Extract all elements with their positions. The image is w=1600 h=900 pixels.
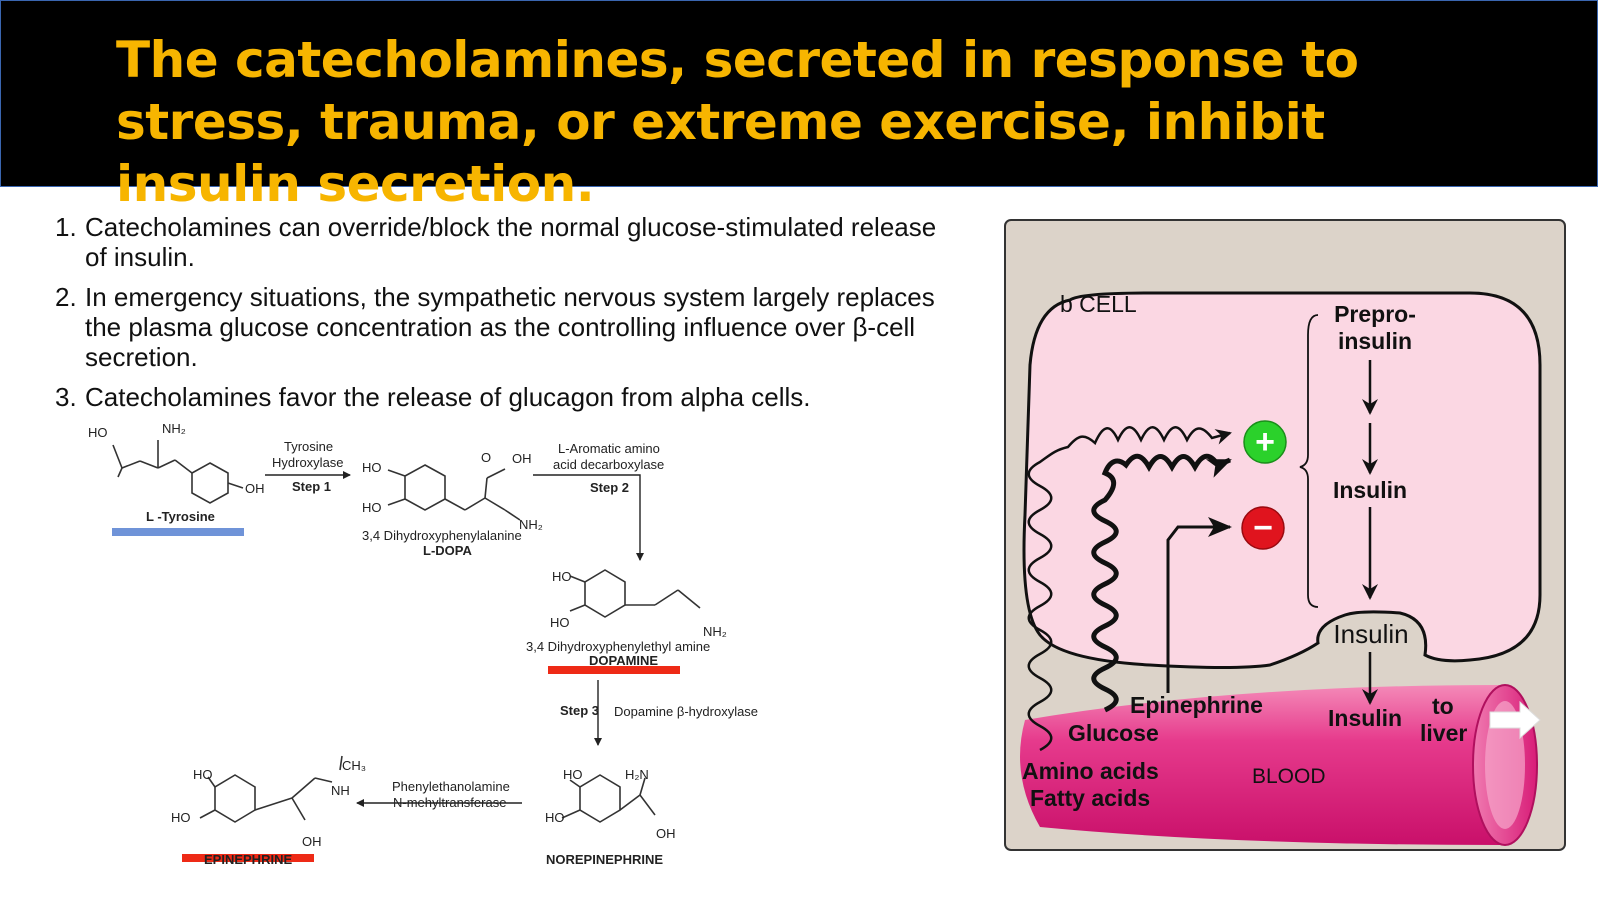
point-item: 1. Catecholamines can override/block the … xyxy=(55,212,955,272)
svg-text:−: − xyxy=(1253,509,1273,547)
ldopa-nh2: NH₂ xyxy=(519,517,543,532)
dopamine-ho: HO xyxy=(550,615,570,630)
amino-fatty-acids-signal xyxy=(1027,426,1232,752)
step1-label: Step 1 xyxy=(292,479,331,494)
amino-acids-label: Amino acids xyxy=(1022,758,1159,784)
point-number: 2. xyxy=(55,282,77,312)
epinephrine-label: EPINEPHRINE xyxy=(204,852,292,867)
tyrosine-label: L -Tyrosine xyxy=(146,509,215,524)
step3-enzyme: Dopamine β-hydroxylase xyxy=(614,704,758,719)
point-item: 3. Catecholamines favor the release of gl… xyxy=(55,382,955,412)
point-number: 3. xyxy=(55,382,77,412)
fatty-acids-label: Fatty acids xyxy=(1030,785,1150,811)
to-liver-label: to xyxy=(1432,693,1454,719)
ldopa-ho: HO xyxy=(362,460,382,475)
glucose-label: Glucose xyxy=(1068,720,1159,746)
ldopa-label: L-DOPA xyxy=(423,543,472,558)
point-number: 1. xyxy=(55,212,77,242)
dopamine-nh2: NH₂ xyxy=(703,624,727,639)
epinephrine-underline xyxy=(182,854,314,862)
point-item: 2. In emergency situations, the sympathet… xyxy=(55,282,955,372)
beta-cell-diagram: + − b CELL Prepro- insulin Insulin Insul… xyxy=(1004,219,1566,851)
point-text: Catecholamines favor the release of gluc… xyxy=(85,382,811,412)
catecholamine-pathway-diagram: HO NH₂ OH L -Tyrosine Tyrosine Hydroxyla… xyxy=(88,421,758,867)
step1-enzyme: Tyrosine xyxy=(284,439,333,454)
epinephrine-signal xyxy=(1166,517,1232,693)
dopamine-fullname: 3,4 Dihydroxyphenylethyl amine xyxy=(526,639,710,654)
step4-enzyme: Phenylethanolamine xyxy=(392,779,510,794)
epinephrine-ho: HO xyxy=(193,767,213,782)
step2-label: Step 2 xyxy=(590,480,629,495)
epinephrine-oh: OH xyxy=(302,834,322,849)
step1-enzyme: Hydroxylase xyxy=(272,455,344,470)
tyrosine-structure xyxy=(112,440,244,504)
ldopa-fullname: 3,4 Dihydroxyphenylalanine xyxy=(362,528,522,543)
svg-text:+: + xyxy=(1255,423,1275,461)
dopamine-structure xyxy=(569,569,701,618)
step2-enzyme: acid decarboxylase xyxy=(553,457,664,472)
to-liver-label: liver xyxy=(1420,720,1467,746)
dopamine-underline xyxy=(548,666,680,674)
point-list: 1. Catecholamines can override/block the … xyxy=(55,212,955,422)
epinephrine-ch3: CH₃ xyxy=(342,758,366,773)
norepinephrine-h2n: H₂N xyxy=(625,767,649,782)
dopamine-ho: HO xyxy=(552,569,572,584)
insulin-blood-label: Insulin xyxy=(1328,705,1402,731)
glucose-signal xyxy=(1091,453,1232,713)
ldopa-structure xyxy=(387,464,521,521)
norepinephrine-oh: OH xyxy=(656,826,676,841)
epinephrine-nh: NH xyxy=(331,783,350,798)
beta-cell-body xyxy=(1022,291,1542,669)
tyrosine-nh2: NH₂ xyxy=(162,421,186,436)
tyrosine-oh: OH xyxy=(245,481,265,496)
dopamine-label: DOPAMINE xyxy=(589,653,658,668)
norepinephrine-ho: HO xyxy=(545,810,565,825)
tyrosine-underline xyxy=(112,528,244,536)
ldopa-ho: HO xyxy=(362,500,382,515)
step3-label: Step 3 xyxy=(560,703,599,718)
norepinephrine-ho: HO xyxy=(563,767,583,782)
epinephrine-label: Epinephrine xyxy=(1130,692,1263,718)
insulin-pathway-bracket xyxy=(1299,314,1319,608)
norepinephrine-structure xyxy=(561,774,656,823)
step2-arrow xyxy=(533,474,644,561)
cell-label: b CELL xyxy=(1060,291,1137,317)
slide-title: The catecholamines, secreted in response… xyxy=(116,31,1359,213)
inhibition-minus-icon: − xyxy=(1241,506,1285,550)
blood-label: BLOOD xyxy=(1252,765,1326,788)
tyrosine-ho: HO xyxy=(88,425,108,440)
ldopa-o: O xyxy=(481,450,491,465)
preproinsulin-label: Prepro- xyxy=(1334,301,1416,327)
preproinsulin-label: insulin xyxy=(1338,328,1412,354)
ldopa-oh: OH xyxy=(512,451,532,466)
stimulation-plus-icon: + xyxy=(1243,420,1287,464)
norepinephrine-label: NOREPINEPHRINE xyxy=(546,852,663,867)
insulin-label: Insulin xyxy=(1333,477,1407,503)
step2-enzyme: L-Aromatic amino xyxy=(558,441,660,456)
point-text: In emergency situations, the sympathetic… xyxy=(85,282,935,372)
epinephrine-structure xyxy=(199,755,343,823)
point-text: Catecholamines can override/block the no… xyxy=(85,212,937,272)
title-bar: The catecholamines, secreted in response… xyxy=(0,0,1598,213)
epinephrine-ho: HO xyxy=(171,810,191,825)
step4-enzyme: N-mehyltransferase xyxy=(393,795,506,810)
insulin-granule-label: Insulin xyxy=(1333,619,1408,649)
blood-vessel xyxy=(1020,684,1541,846)
